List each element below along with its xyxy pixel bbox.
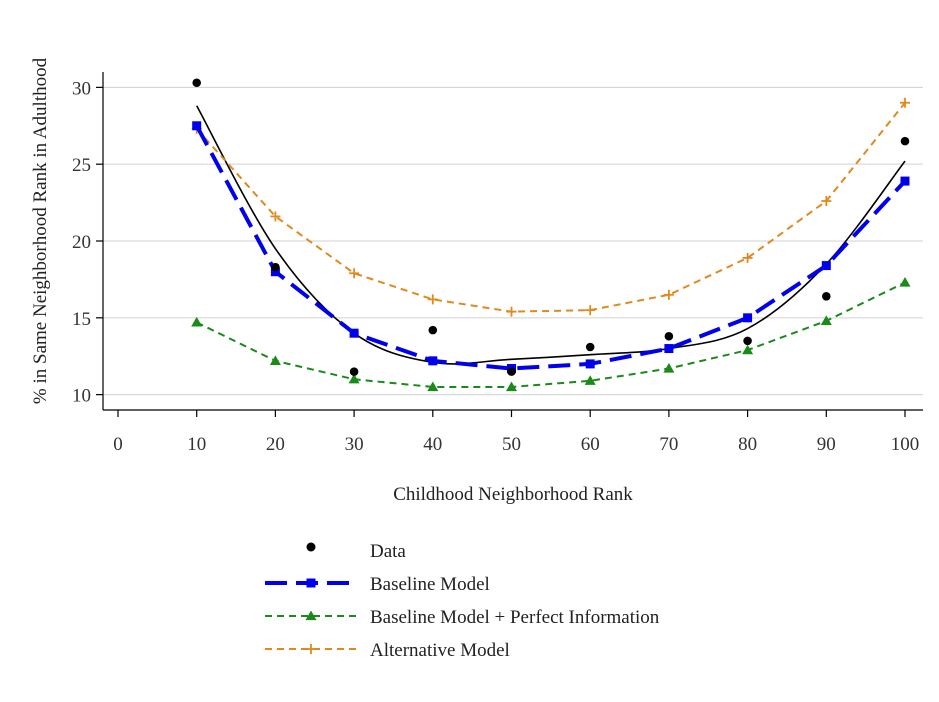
alternative-model-point	[506, 306, 517, 317]
data-point	[585, 342, 595, 352]
baseline-model-perfect-information-point	[742, 344, 754, 355]
data-point	[192, 78, 201, 88]
baseline-model-perfect-information-line	[196, 281, 906, 388]
legend-label: Baseline Model	[370, 574, 490, 595]
baseline-model-line	[194, 124, 907, 371]
y-axis-title: % in Same Neighborhood Rank in Adulthood	[30, 57, 51, 404]
legend-item-baseline-model-perfect-information: Baseline Model + Perfect Information	[265, 607, 660, 628]
alternative-model-point	[427, 294, 438, 305]
x-tick-label: 0	[113, 434, 123, 455]
alternative-model-line	[195, 102, 906, 313]
legend-marker	[306, 542, 316, 552]
baseline-model-point	[270, 267, 280, 277]
data-point	[428, 325, 438, 335]
y-tick-label: 25	[72, 155, 91, 176]
legend-item-baseline-model: Baseline Model	[265, 574, 490, 595]
x-tick-label: 80	[738, 434, 757, 455]
baseline-model-perfect-information-point	[663, 363, 675, 373]
baseline-model-point	[428, 356, 438, 366]
legend-label: Baseline Model + Perfect Information	[370, 607, 660, 628]
alternative-model-point	[821, 196, 832, 207]
x-tick-label: 30	[345, 434, 364, 455]
baseline-model-perfect-information-point	[427, 381, 439, 392]
legend-label: Alternative Model	[370, 640, 510, 661]
data-point	[349, 367, 359, 376]
y-tick-label: 15	[72, 309, 91, 330]
baseline-model-point	[192, 121, 202, 131]
y-axis-ticks: 10 15 20 25 30	[72, 78, 103, 407]
baseline-model-perfect-information-point	[820, 315, 832, 326]
data-point	[664, 331, 674, 341]
baseline-model-point	[349, 328, 359, 338]
x-tick-label: 50	[502, 434, 521, 455]
baseline-model-perfect-information-point	[348, 373, 360, 384]
baseline-model-point	[664, 344, 674, 354]
baseline-model-point	[743, 313, 753, 323]
baseline-model-perfect-information-point	[269, 355, 281, 365]
x-axis-ticks: 0 10 20 30 40 50 60 70 80 90 100	[113, 410, 919, 455]
legend-marker	[305, 610, 317, 621]
x-tick-label: 90	[817, 434, 836, 455]
data-point	[900, 136, 910, 146]
legend: Data Baseline Model Baseline Model + Perfe…	[265, 541, 660, 661]
data-point	[271, 262, 280, 272]
x-tick-label: 60	[581, 434, 600, 455]
data-point	[822, 292, 831, 301]
y-tick-label: 10	[72, 386, 91, 407]
x-tick-label: 70	[659, 434, 678, 455]
x-tick-label: 20	[266, 434, 285, 455]
x-axis-title: Childhood Neighborhood Rank	[393, 484, 633, 505]
alternative-model-point	[663, 289, 674, 300]
fit-curve	[195, 105, 906, 365]
baseline-model-perfect-information-point	[899, 276, 911, 287]
baseline-model-perfect-information-point	[506, 381, 517, 392]
x-tick-label: 100	[891, 434, 920, 455]
alternative-model-point	[742, 252, 753, 263]
legend-item-data: Data	[306, 541, 406, 562]
legend-marker	[306, 644, 316, 654]
alternative-model-point	[349, 268, 360, 279]
data-point	[507, 367, 516, 376]
legend-item-alternative-model: Alternative Model	[265, 640, 510, 661]
baseline-model-point	[821, 261, 831, 271]
series-layer	[191, 78, 911, 392]
data-point	[743, 336, 752, 346]
baseline-model-perfect-information-point	[584, 375, 596, 385]
x-tick-label: 10	[187, 434, 206, 455]
y-tick-label: 30	[72, 78, 91, 99]
legend-label: Data	[370, 541, 406, 562]
y-tick-label: 20	[72, 232, 91, 253]
alternative-model-point	[585, 305, 596, 316]
alternative-model-point	[900, 97, 910, 108]
gridlines	[103, 86, 923, 396]
legend-marker	[306, 578, 316, 588]
baseline-model-point	[900, 176, 910, 186]
x-tick-label: 40	[423, 434, 442, 455]
baseline-model-point	[585, 359, 595, 369]
alternative-model-point	[270, 211, 281, 222]
baseline-model-perfect-information-point	[191, 316, 203, 327]
